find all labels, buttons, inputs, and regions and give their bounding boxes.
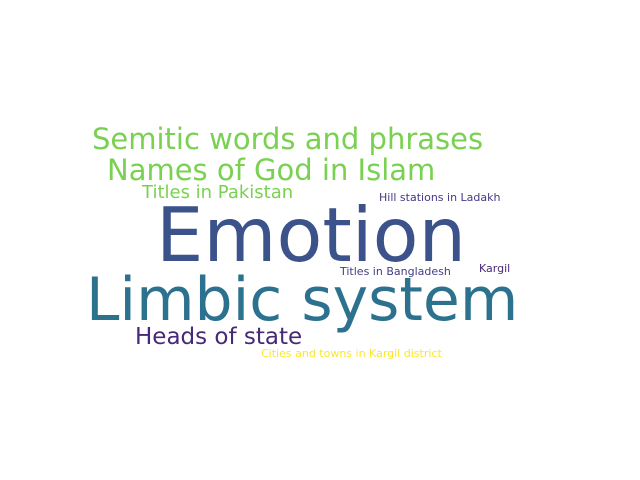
word-cities-and-towns-in-kargil-district: Cities and towns in Kargil district bbox=[261, 347, 442, 360]
word-heads-of-state: Heads of state bbox=[135, 324, 303, 350]
word-hill-stations-in-ladakh: Hill stations in Ladakh bbox=[379, 191, 501, 204]
word-names-of-god-in-islam: Names of God in Islam bbox=[107, 153, 436, 187]
word-emotion: Emotion bbox=[156, 191, 466, 279]
word-semitic-words-and-phrases: Semitic words and phrases bbox=[92, 122, 484, 156]
word-titles-in-bangladesh: Titles in Bangladesh bbox=[340, 265, 451, 278]
word-kargil: Kargil bbox=[479, 262, 511, 275]
word-titles-in-pakistan: Titles in Pakistan bbox=[142, 182, 294, 203]
word-limbic-system: Limbic system bbox=[86, 265, 519, 335]
